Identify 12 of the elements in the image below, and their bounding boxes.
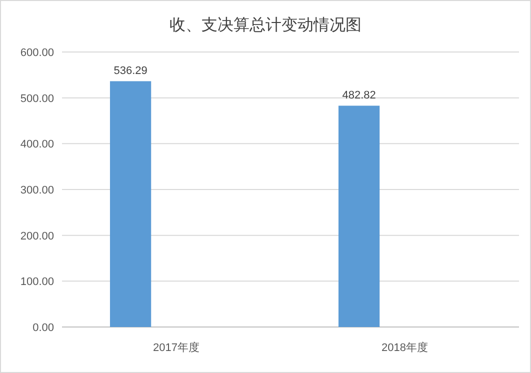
chart-title: 收、支决算总计变动情况图 <box>170 16 362 34</box>
y-tick-label: 400.00 <box>20 138 54 151</box>
x-tick-label: 2017年度 <box>153 341 200 354</box>
y-tick-label: 600.00 <box>20 47 54 59</box>
x-tick-label: 2018年度 <box>382 341 428 354</box>
y-tick-label: 300.00 <box>20 184 54 196</box>
data-label: 536.29 <box>114 65 148 78</box>
data-label: 482.82 <box>342 90 376 102</box>
y-tick-label: 0.00 <box>32 322 54 334</box>
y-tick-label: 100.00 <box>20 276 54 288</box>
y-tick-label: 500.00 <box>20 92 54 105</box>
y-tick-label: 200.00 <box>20 230 54 242</box>
